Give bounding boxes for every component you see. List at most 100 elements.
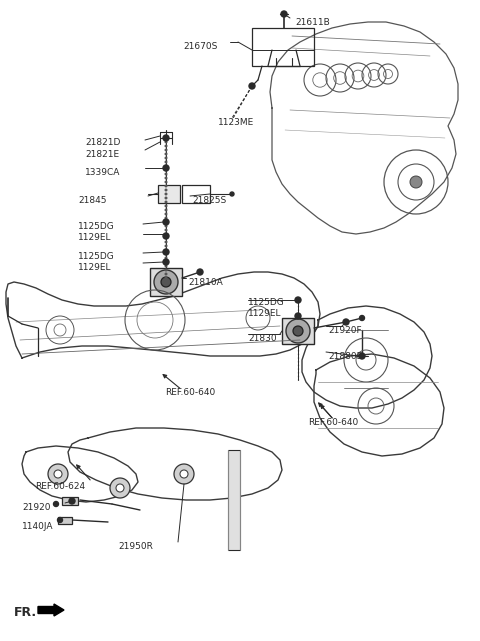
Bar: [62, 497, 78, 505]
Text: 1125DG: 1125DG: [78, 222, 115, 231]
Circle shape: [295, 313, 301, 319]
Circle shape: [343, 319, 349, 325]
Bar: [228, 450, 240, 550]
Circle shape: [165, 193, 167, 195]
Circle shape: [161, 277, 171, 287]
Bar: [252, 28, 314, 66]
Circle shape: [180, 470, 188, 478]
Text: 21845: 21845: [78, 196, 107, 205]
Circle shape: [163, 135, 169, 141]
Circle shape: [165, 237, 167, 239]
Text: 1125DG: 1125DG: [248, 298, 285, 307]
Text: 21920: 21920: [22, 503, 50, 512]
Bar: [182, 185, 210, 203]
Text: 21670S: 21670S: [183, 42, 217, 51]
Text: 21920F: 21920F: [328, 326, 361, 335]
Text: 21611B: 21611B: [295, 18, 330, 27]
Circle shape: [154, 270, 178, 294]
Text: 1140JA: 1140JA: [22, 522, 53, 531]
Circle shape: [163, 233, 169, 239]
Bar: [158, 185, 180, 203]
Circle shape: [165, 213, 167, 215]
Text: 1129EL: 1129EL: [248, 309, 281, 318]
Circle shape: [165, 137, 167, 139]
Circle shape: [165, 161, 167, 163]
Circle shape: [69, 498, 75, 504]
Circle shape: [110, 478, 130, 498]
Text: 1129EL: 1129EL: [78, 233, 111, 242]
Circle shape: [48, 464, 68, 484]
Circle shape: [359, 353, 365, 359]
Circle shape: [165, 153, 167, 154]
Circle shape: [165, 265, 167, 267]
Text: 1339CA: 1339CA: [85, 168, 120, 177]
Bar: [58, 517, 72, 524]
Circle shape: [165, 197, 167, 199]
Circle shape: [165, 261, 167, 263]
Circle shape: [165, 241, 167, 243]
Circle shape: [360, 315, 364, 320]
Circle shape: [165, 169, 167, 171]
Circle shape: [295, 297, 301, 303]
Circle shape: [197, 269, 203, 275]
Text: 21825S: 21825S: [192, 196, 226, 205]
Circle shape: [165, 246, 167, 247]
Circle shape: [58, 517, 62, 522]
Circle shape: [230, 192, 234, 196]
Circle shape: [163, 259, 169, 265]
Circle shape: [165, 273, 167, 275]
Circle shape: [165, 181, 167, 183]
Circle shape: [53, 501, 59, 506]
Circle shape: [286, 319, 310, 343]
Circle shape: [165, 141, 167, 143]
Text: 21821D: 21821D: [85, 138, 120, 147]
Text: 1125DG: 1125DG: [78, 252, 115, 261]
Circle shape: [116, 484, 124, 492]
Text: 21880E: 21880E: [328, 352, 362, 361]
Circle shape: [165, 201, 167, 203]
Text: 1123ME: 1123ME: [218, 118, 254, 127]
Circle shape: [165, 249, 167, 251]
Circle shape: [165, 229, 167, 231]
Text: 21810A: 21810A: [188, 278, 223, 287]
Text: REF.60-624: REF.60-624: [35, 482, 85, 491]
Text: REF.60-640: REF.60-640: [308, 418, 358, 427]
Circle shape: [165, 209, 167, 211]
Circle shape: [165, 225, 167, 227]
Circle shape: [165, 146, 167, 147]
Circle shape: [165, 217, 167, 219]
Circle shape: [165, 157, 167, 159]
Circle shape: [174, 464, 194, 484]
Circle shape: [249, 83, 255, 89]
Circle shape: [165, 221, 167, 223]
Text: 21950R: 21950R: [118, 542, 153, 551]
Circle shape: [163, 165, 169, 171]
Circle shape: [165, 253, 167, 255]
Circle shape: [165, 189, 167, 191]
Circle shape: [165, 277, 167, 279]
Circle shape: [165, 257, 167, 259]
FancyArrow shape: [38, 604, 64, 616]
Circle shape: [165, 165, 167, 167]
Text: 21830: 21830: [248, 334, 276, 343]
Circle shape: [163, 249, 169, 255]
Text: 21821E: 21821E: [85, 150, 119, 159]
Bar: [282, 318, 314, 344]
Circle shape: [165, 205, 167, 207]
Text: 1129EL: 1129EL: [78, 263, 111, 272]
Circle shape: [410, 176, 422, 188]
Circle shape: [54, 470, 62, 478]
Circle shape: [165, 177, 167, 179]
Circle shape: [165, 185, 167, 187]
Circle shape: [165, 269, 167, 271]
Circle shape: [165, 281, 167, 283]
Circle shape: [165, 173, 167, 175]
Circle shape: [281, 11, 287, 17]
Text: FR.: FR.: [14, 606, 37, 619]
Bar: [150, 268, 182, 296]
Circle shape: [163, 219, 169, 225]
Circle shape: [165, 233, 167, 235]
Circle shape: [165, 149, 167, 151]
Text: REF.60-640: REF.60-640: [165, 388, 215, 397]
Circle shape: [293, 326, 303, 336]
